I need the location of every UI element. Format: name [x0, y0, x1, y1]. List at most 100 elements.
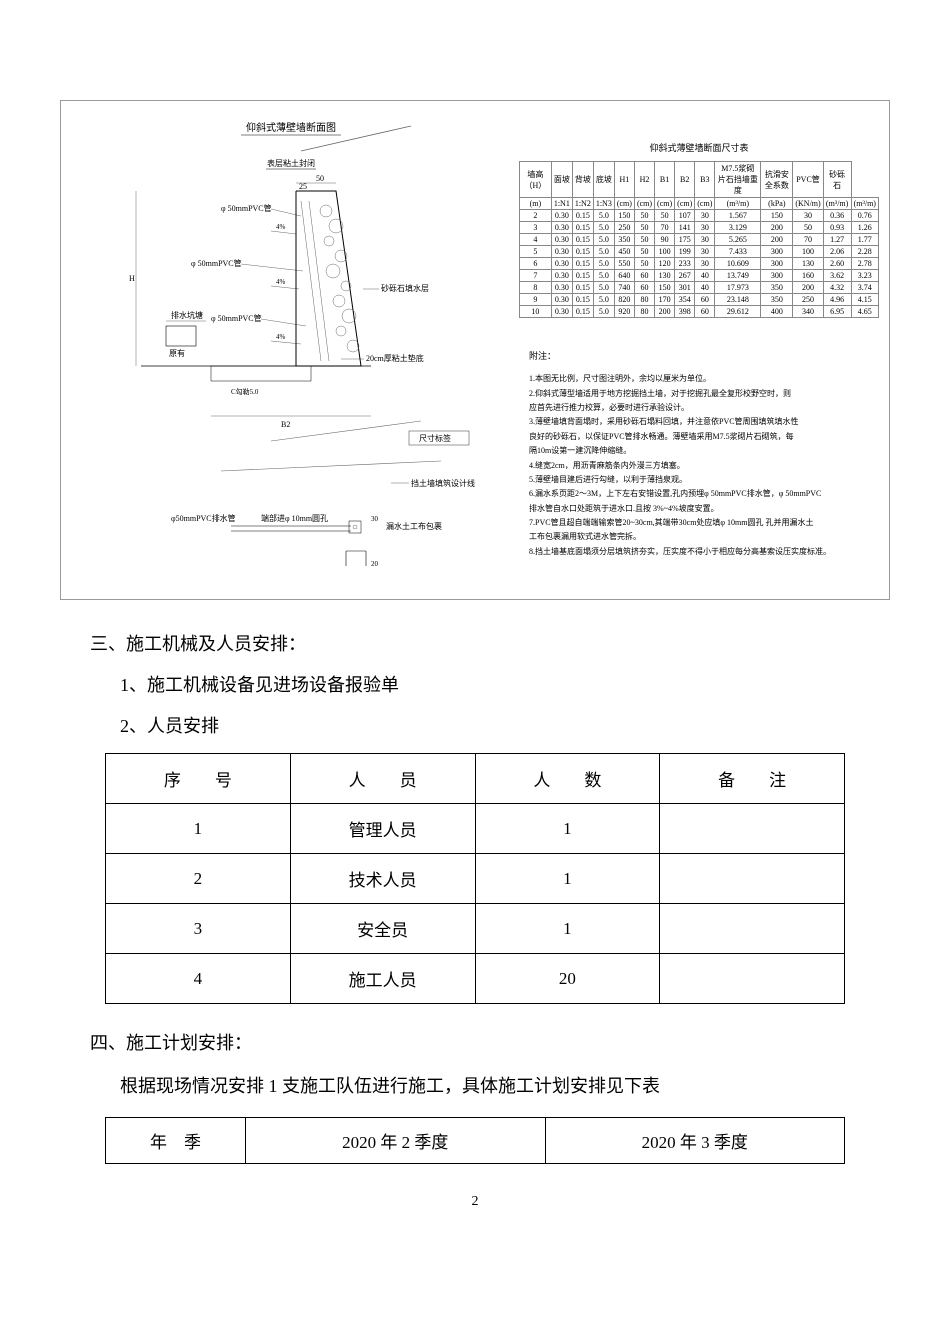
note-line: 4.缝宽2cm，用沥青麻筋条内外漫三方填塞。: [529, 459, 879, 473]
dim-cell: 0.15: [572, 258, 593, 270]
dim-header-cell: 墙高（H）: [520, 162, 552, 198]
dim-cell: 0.30: [551, 210, 572, 222]
dim-cell: 0.76: [851, 210, 878, 222]
dim-cell: 200: [761, 234, 793, 246]
dim-cell: 0.30: [551, 246, 572, 258]
notes-title: 附注：: [529, 348, 879, 364]
dim-cell: 400: [761, 306, 793, 318]
dim-header-cell: B3: [695, 162, 715, 198]
personnel-cell: 1: [475, 804, 660, 854]
note-line: 1.本图无比例，尺寸图注明外，余均以厘米为单位。: [529, 372, 879, 386]
dim-cell: 301: [675, 282, 695, 294]
dim-cell: 70: [655, 222, 675, 234]
dim-cell: 5.0: [593, 222, 614, 234]
dim-cell: 60: [695, 306, 715, 318]
dim-cell: 40: [695, 282, 715, 294]
personnel-header-cell: 序 号: [106, 754, 291, 804]
dim-cell: 0.30: [551, 234, 572, 246]
note-line: 良好的砂砾石，以保证PVC管排水畅通。薄壁墙采用M7.5浆砌片石砌筑，每: [529, 430, 879, 444]
personnel-cell: 管理人员: [290, 804, 475, 854]
dim-cell: 30: [695, 210, 715, 222]
label-pad: 20cm厚粘土垫底: [366, 353, 424, 363]
dim-cell: 90: [655, 234, 675, 246]
dim-cell: 50: [655, 210, 675, 222]
personnel-cell: 3: [106, 904, 291, 954]
dim-cell: 9: [520, 294, 552, 306]
dim-cell: 200: [761, 222, 793, 234]
dim-cell: 340: [793, 306, 823, 318]
dim-cell: 5.0: [593, 306, 614, 318]
rubble-fill: [320, 205, 359, 352]
note-line: 排水管自水口处距筑于进水口.且按 3%~4%坡度安置。: [529, 502, 879, 516]
personnel-cell: 20: [475, 954, 660, 1004]
dim-cell: 0.30: [551, 306, 572, 318]
dim-cell: 2: [520, 210, 552, 222]
dim-cell: 2.28: [851, 246, 878, 258]
dim-subheader-cell: (cm): [634, 198, 654, 210]
dim-cell: 5.0: [593, 234, 614, 246]
dim-header-cell: 面坡: [551, 162, 572, 198]
label-drain-pit: 排水坑塘: [171, 310, 203, 320]
note-line: 隔10m设第一建沉降伸缩缝。: [529, 444, 879, 458]
dim-cell: 920: [614, 306, 634, 318]
dim-cell: 0.15: [572, 282, 593, 294]
dim-header-cell: H1: [614, 162, 634, 198]
personnel-header-cell: 人 数: [475, 754, 660, 804]
dim-cell: 267: [675, 270, 695, 282]
dim-header-cell: 底坡: [593, 162, 614, 198]
dim-cell: 80: [634, 306, 654, 318]
dim-cell: 5.265: [715, 234, 761, 246]
dim-header-cell: 抗滑安全系数: [761, 162, 793, 198]
personnel-table: 序 号人 员人 数备 注 1管理人员12技术人员13安全员14施工人员20: [105, 753, 845, 1004]
label-pvc3: φ 50mmPVC管: [211, 313, 262, 323]
dim-cell: 17.973: [715, 282, 761, 294]
dim-cell: 5.0: [593, 294, 614, 306]
note-line: 工布包裹漏用软式进水管完拆。: [529, 530, 879, 544]
dim-cell: 3.74: [851, 282, 878, 294]
dim-header-cell: 背坡: [572, 162, 593, 198]
section-3-2: 2、人员安排: [120, 712, 890, 738]
dim-cell: 0.15: [572, 306, 593, 318]
diagram-left-panel: 仰斜式薄壁墙断面图 表层粘土封闭 50 25: [71, 111, 511, 591]
dim-header-cell: H2: [634, 162, 654, 198]
dim-cell: 0.30: [551, 270, 572, 282]
note-line: 7.PVC管且超自端端输索管20~30cm,其端带30cm处应填φ 10mm圆孔…: [529, 516, 879, 530]
dim-cell: 300: [761, 258, 793, 270]
dim-cell: 233: [675, 258, 695, 270]
dimension-table: 墙高（H）面坡背坡底坡H1H2B1B2B3M7.5浆砌片石挡墙重度抗滑安全系数P…: [519, 161, 879, 318]
dim-subheader-cell: (kPa): [761, 198, 793, 210]
dim-cell: 300: [761, 270, 793, 282]
dim-cell: 0.15: [572, 210, 593, 222]
dim-cell: 160: [793, 270, 823, 282]
dim-cell: 0.93: [823, 222, 851, 234]
dim-cell: 200: [655, 306, 675, 318]
dim-25: 25: [299, 182, 307, 191]
label-scale: 尺寸标签: [419, 433, 451, 443]
dim-50: 50: [316, 174, 324, 183]
personnel-cell: 1: [106, 804, 291, 854]
dim-cell: 107: [675, 210, 695, 222]
label-drain-dim: 漏水土工布包裹: [386, 521, 442, 531]
dim-cell: 4.65: [851, 306, 878, 318]
dim-cell: 130: [655, 270, 675, 282]
dim-cell: 1.26: [851, 222, 878, 234]
dim-cell: 50: [634, 234, 654, 246]
note-line: 5.薄壁墙目建后进行勾缝，以利于薄挡泉观。: [529, 473, 879, 487]
schedule-header-cell: 2020 年 3 季度: [545, 1118, 845, 1164]
dim-cell: 354: [675, 294, 695, 306]
dim-cell: 50: [634, 210, 654, 222]
dim-cell: 0.30: [551, 282, 572, 294]
section-4-body: 根据现场情况安排 1 支施工队伍进行施工，具体施工计划安排见下表: [120, 1070, 890, 1102]
dim-cell: 450: [614, 246, 634, 258]
dim-cell: 50: [634, 258, 654, 270]
label-pvc2: φ 50mmPVC管: [191, 258, 242, 268]
label-slope2: 4%: [276, 278, 286, 286]
dim-subheader-cell: (m³/m): [823, 198, 851, 210]
dim-cell: 30: [695, 234, 715, 246]
dim-cell: 640: [614, 270, 634, 282]
personnel-cell: [660, 904, 845, 954]
label-original: 原有: [169, 348, 185, 358]
personnel-cell: 1: [475, 904, 660, 954]
dim-cell: 0.30: [551, 294, 572, 306]
note-line: 6.漏水系页距2～3M，上下左右安错设置,孔内预埋φ 50mmPVC排水管，φ …: [529, 487, 879, 501]
